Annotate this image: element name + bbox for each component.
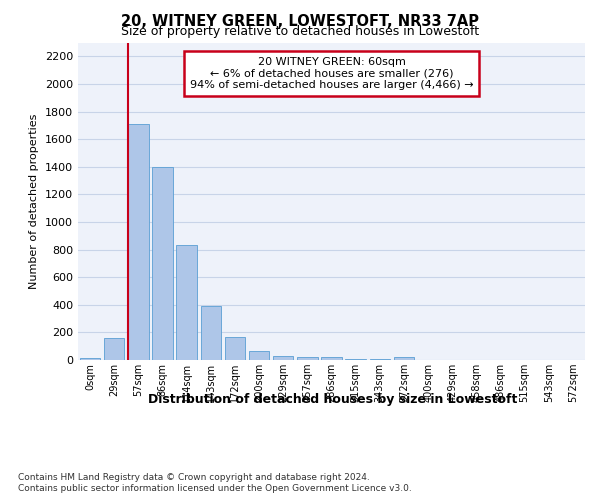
Bar	[128, 124, 149, 360]
Bar	[104, 338, 124, 360]
Text: 20 WITNEY GREEN: 60sqm
← 6% of detached houses are smaller (276)
94% of semi-det: 20 WITNEY GREEN: 60sqm ← 6% of detached …	[190, 57, 473, 90]
Bar	[152, 168, 173, 360]
Bar	[200, 306, 221, 360]
Text: Contains HM Land Registry data © Crown copyright and database right 2024.: Contains HM Land Registry data © Crown c…	[18, 472, 370, 482]
Bar	[394, 357, 414, 360]
Bar	[249, 351, 269, 360]
Y-axis label: Number of detached properties: Number of detached properties	[29, 114, 40, 289]
Bar	[273, 356, 293, 360]
Bar	[80, 358, 100, 360]
Text: Distribution of detached houses by size in Lowestoft: Distribution of detached houses by size …	[148, 392, 518, 406]
Bar	[297, 357, 317, 360]
Text: Contains public sector information licensed under the Open Government Licence v3: Contains public sector information licen…	[18, 484, 412, 493]
Bar	[224, 336, 245, 360]
Bar	[321, 357, 342, 360]
Bar	[176, 246, 197, 360]
Text: 20, WITNEY GREEN, LOWESTOFT, NR33 7AP: 20, WITNEY GREEN, LOWESTOFT, NR33 7AP	[121, 14, 479, 29]
Text: Size of property relative to detached houses in Lowestoft: Size of property relative to detached ho…	[121, 25, 479, 38]
